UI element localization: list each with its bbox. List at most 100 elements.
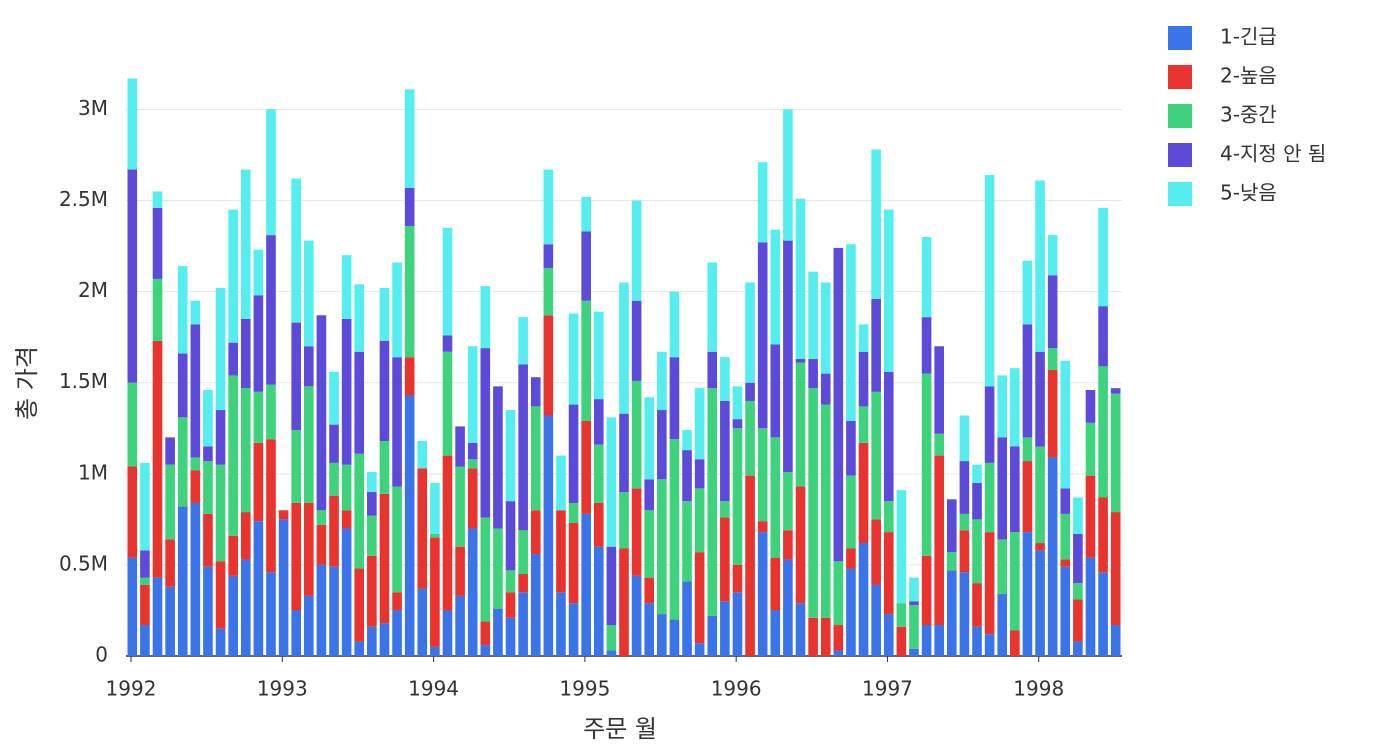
bar-segment	[228, 375, 238, 536]
bar-segment	[304, 595, 314, 656]
bar-segment	[177, 266, 188, 354]
bar-segment	[354, 351, 365, 454]
bar-segment	[530, 377, 541, 407]
bar-segment	[770, 557, 781, 611]
bar-segment	[316, 510, 327, 525]
bar-segment	[959, 415, 970, 462]
bar-segment	[682, 450, 692, 502]
bar-segment	[215, 561, 226, 629]
bar-segment	[1047, 275, 1058, 349]
legend-label: 3-중간	[1220, 103, 1277, 127]
bar-segment	[871, 298, 881, 392]
bar-segment	[720, 601, 730, 656]
bar-segment	[165, 586, 175, 656]
bar-segment	[858, 442, 869, 544]
bar-segment	[316, 315, 327, 511]
y-tick-label: 0	[95, 643, 108, 667]
bar-segment	[177, 417, 188, 507]
y-axis-label: 총 가격	[13, 346, 41, 420]
bar-segment	[606, 417, 617, 547]
bar-segment	[858, 406, 869, 443]
bar-segment	[1060, 488, 1071, 514]
bar-segment	[808, 359, 818, 389]
bar-segment	[291, 322, 302, 431]
bar-segment	[568, 603, 579, 656]
bar-segment	[505, 592, 516, 618]
bar-segment	[1047, 369, 1058, 458]
bar-segment	[1035, 180, 1045, 352]
x-tick-label: 1992	[106, 677, 157, 701]
bar-segment	[379, 441, 390, 494]
bar-segment	[694, 643, 705, 656]
bar-segment	[543, 267, 554, 316]
bar-segment	[291, 178, 302, 323]
bar-segment	[720, 517, 730, 602]
bar-segment	[556, 510, 566, 593]
bar-segment	[417, 441, 428, 469]
bar-segment	[480, 286, 491, 349]
bar-segment	[1060, 559, 1071, 567]
bar-segment	[127, 78, 138, 170]
bar-segment	[152, 191, 163, 208]
bar-segment	[1022, 260, 1033, 325]
bar-segment	[619, 548, 629, 656]
bar-segment	[455, 595, 465, 656]
bar-segment	[568, 313, 579, 405]
bar-segment	[593, 546, 604, 656]
bar-segment	[921, 373, 932, 556]
bar-segment	[467, 442, 478, 460]
bar-segment	[657, 410, 667, 480]
bar-segment	[367, 471, 377, 493]
bar-segment	[354, 284, 365, 352]
bar-segment	[1035, 446, 1045, 544]
bar-segment	[745, 400, 755, 476]
bar-segment	[442, 455, 453, 611]
bar-segment	[228, 209, 238, 343]
bar-segment	[1073, 599, 1083, 642]
bar-segment	[1047, 348, 1058, 370]
bar-segment	[1035, 550, 1045, 656]
bar-segment	[505, 570, 516, 593]
bar-segment	[593, 444, 604, 503]
y-tick-label: 3M	[78, 96, 108, 120]
bar-segment	[240, 559, 251, 656]
bar-segment	[972, 482, 982, 520]
bar-segment	[165, 437, 175, 465]
bar-segment	[745, 475, 755, 656]
bar-segment	[404, 89, 415, 188]
bar-segment	[581, 300, 591, 421]
bar-segment	[871, 149, 881, 299]
bar-segment	[909, 601, 919, 605]
bar-segment	[682, 581, 692, 656]
bar-segment	[644, 510, 655, 578]
bar-segment	[581, 196, 591, 232]
bar-segment	[354, 641, 365, 656]
bar-segment	[140, 584, 150, 626]
bar-segment	[795, 198, 806, 360]
bar-segment	[795, 603, 806, 656]
bar-segment	[984, 532, 995, 635]
bar-segment	[820, 373, 831, 405]
legend-swatch	[1168, 104, 1192, 128]
bar-segment	[367, 492, 377, 516]
bar-segment	[392, 610, 402, 656]
bar-segment	[631, 300, 642, 381]
bar-segment	[455, 466, 465, 547]
bar-segment	[240, 388, 251, 513]
bar-segment	[568, 404, 579, 503]
bar-segment	[921, 317, 932, 374]
bar-segment	[543, 415, 554, 656]
bar-segment	[379, 287, 390, 341]
x-tick-label: 1993	[257, 677, 308, 701]
bar-segment	[430, 482, 440, 534]
bar-segment	[127, 382, 138, 467]
bar-segment	[1110, 625, 1121, 656]
x-tick-label: 1996	[711, 677, 762, 701]
legend-swatch	[1168, 65, 1192, 89]
bar-segment	[240, 169, 251, 319]
bar-segment	[997, 594, 1008, 656]
bar-segment	[1098, 306, 1108, 367]
bar-segment	[278, 519, 289, 656]
bar-segment	[1085, 422, 1096, 476]
bar-segment	[367, 515, 377, 556]
